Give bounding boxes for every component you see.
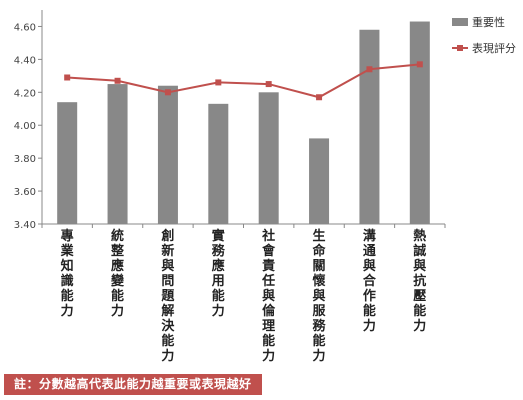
- bar: [258, 92, 279, 224]
- legend-label-bar: 重要性: [472, 15, 505, 29]
- legend-label-line: 表現評分: [472, 41, 516, 55]
- y-tick-label: 4.00: [14, 121, 36, 132]
- line-point: [366, 66, 373, 73]
- bar-series: [57, 21, 430, 225]
- y-tick-label: 3.40: [14, 220, 36, 231]
- bar: [309, 138, 330, 224]
- category-label: 統整應變能力: [110, 228, 125, 319]
- line-path: [67, 63, 420, 99]
- y-tick-label: 4.20: [14, 88, 36, 99]
- footnote: 註：分數越高代表此能力越重要或表現越好: [4, 374, 262, 395]
- bar: [359, 29, 380, 224]
- line-point: [114, 77, 121, 84]
- legend-swatch-bar: [452, 18, 468, 26]
- line-series: [64, 61, 423, 101]
- y-tick-label: 4.60: [14, 22, 36, 33]
- bar: [157, 85, 178, 224]
- category-label: 社會責任與倫理能力: [261, 228, 276, 364]
- y-tick-label: 3.60: [14, 187, 36, 198]
- bar: [409, 21, 430, 225]
- y-axis-ticks: 3.40 3.60 3.80 4.00 4.20 4.40 4.60: [14, 22, 446, 231]
- category-label: 熱誠與抗壓能力: [413, 228, 426, 334]
- line-point: [215, 79, 222, 86]
- category-label: 溝通與合作能力: [363, 228, 377, 334]
- legend-marker: [457, 45, 463, 51]
- line-point: [64, 74, 71, 81]
- category-label: 生命關懷與服務能力: [312, 228, 327, 364]
- line-point: [316, 94, 323, 101]
- bar: [57, 102, 78, 224]
- bar: [208, 103, 229, 224]
- category-labels: 專業知識能力 統整應變能力 創新與問題解決能力 實務應用能力 社會責任與倫理能力 生命關懷…: [60, 228, 427, 364]
- line-point: [265, 81, 272, 88]
- y-tick-label: 3.80: [14, 154, 36, 165]
- category-label: 專業知識能力: [60, 228, 75, 319]
- category-label: 創新與問題解決能力: [160, 228, 175, 364]
- bar: [107, 84, 128, 224]
- category-label: 實務應用能力: [211, 228, 226, 319]
- line-point: [416, 61, 423, 68]
- line-point: [164, 89, 171, 96]
- y-tick-label: 4.40: [14, 55, 36, 66]
